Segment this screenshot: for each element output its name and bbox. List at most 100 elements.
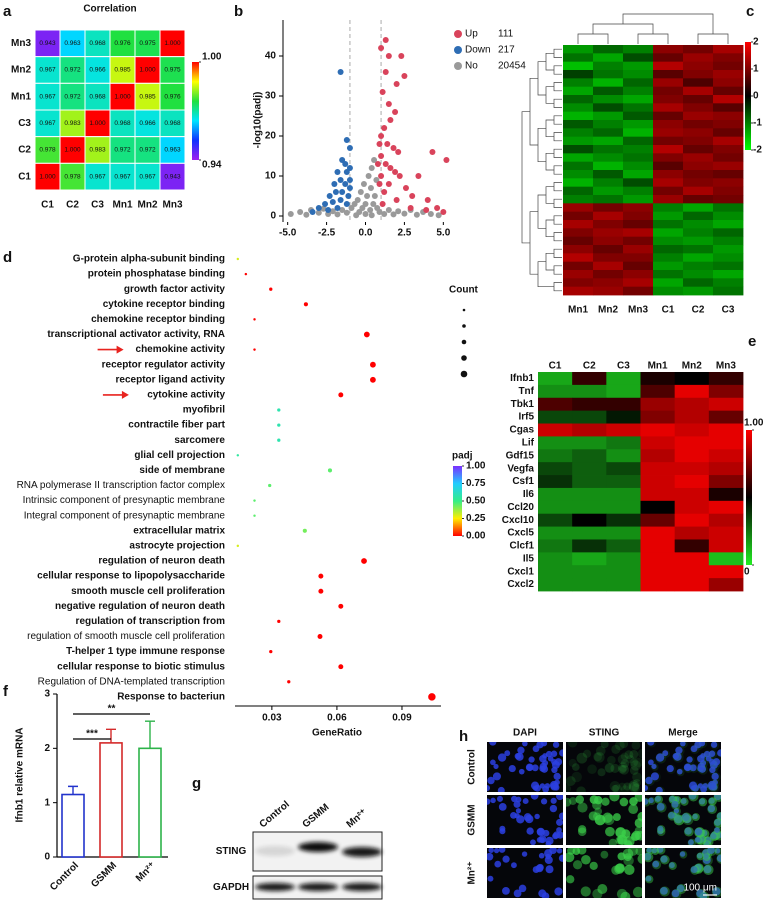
nucleus: [487, 798, 491, 805]
nucleus: [675, 746, 683, 754]
point: [434, 205, 441, 211]
nucleus: [554, 887, 563, 896]
sting-signal: [634, 826, 642, 835]
nucleus: [525, 763, 534, 772]
heatmap-cell: [593, 78, 624, 88]
heatmap-cell: [674, 372, 710, 386]
sting-signal: [615, 836, 624, 845]
sting-signal: [673, 807, 682, 816]
bubble: [269, 287, 273, 291]
heatmap-cell: [713, 203, 744, 213]
significance-label: **: [108, 704, 116, 715]
heatmap-cell: [713, 145, 744, 154]
colorbar-label: 0.50: [466, 496, 486, 507]
micrograph: [566, 742, 642, 792]
bubble: [277, 423, 281, 427]
blot-band: [342, 883, 382, 891]
heatmap-cell: [653, 178, 684, 188]
panel-letter: d: [3, 249, 12, 266]
heatmap-cell: [653, 211, 684, 221]
nucleus: [493, 763, 499, 770]
point: [396, 173, 403, 179]
heatmap-cell: [563, 145, 594, 154]
legend-count: 111: [498, 29, 514, 40]
point: [409, 193, 416, 199]
heatmap-cell: [653, 86, 684, 96]
heatmap-cell: [593, 111, 624, 121]
cell-label: 0.985: [114, 67, 131, 74]
heatmap-cell: [713, 220, 744, 229]
column-label: C2: [583, 361, 596, 372]
micrograph: [645, 848, 721, 898]
heatmap-cell: [640, 397, 676, 412]
row-label: Cgas: [510, 425, 535, 436]
sting-signal: [571, 771, 582, 783]
heatmap-cell: [640, 372, 676, 386]
heatmap-cell: [623, 203, 654, 213]
heatmap-cell: [109, 109, 136, 138]
sting-signal: [645, 784, 651, 792]
heatmap-cell: [623, 253, 654, 263]
bubble: [268, 483, 272, 488]
heatmap-cell: [593, 236, 624, 246]
heatmap-cell: [653, 145, 684, 154]
sting-signal: [620, 752, 629, 761]
legend-label: Up: [465, 29, 478, 40]
nucleus: [513, 889, 522, 898]
sting-signal: [580, 886, 591, 897]
heatmap-cell: [563, 61, 594, 71]
nucleus: [494, 860, 502, 868]
dendrogram-branch: [545, 52, 554, 71]
sting-signal: [620, 785, 630, 792]
heatmap-cell: [538, 475, 573, 489]
sting-signal: [716, 748, 721, 759]
y-tick-label: 10: [265, 171, 277, 182]
heatmap-cell: [683, 245, 714, 254]
nucleus: [526, 827, 534, 835]
point: [329, 208, 336, 215]
nucleus: [662, 750, 669, 757]
heatmap-cell: [674, 397, 710, 412]
heatmap-cell: [708, 397, 744, 412]
column-title: Merge: [668, 728, 698, 739]
heatmap-cell: [593, 120, 624, 129]
heatmap-cell: [713, 153, 744, 163]
row-label: Clcf1: [510, 541, 535, 552]
dendrogram-branch: [529, 77, 538, 146]
heatmap-cell: [623, 103, 654, 113]
sting-signal: [651, 860, 662, 870]
heatmap-cell: [593, 53, 624, 63]
sting-signal: [589, 861, 598, 870]
nucleus: [676, 768, 683, 775]
nucleus: [517, 746, 525, 754]
bar: [138, 747, 162, 858]
term-label: astrocyte projection: [129, 541, 225, 552]
heatmap-cell: [593, 161, 624, 171]
heatmap-cell: [653, 186, 684, 196]
heatmap-cell: [159, 82, 186, 111]
heatmap-cell: [572, 423, 607, 437]
heatmap-cell: [563, 228, 594, 238]
nucleus: [549, 848, 557, 855]
highlight-arrowhead: [116, 345, 124, 354]
point: [401, 73, 408, 79]
dendrogram-branch: [622, 13, 714, 34]
heatmap-cell: [713, 45, 744, 54]
point: [413, 211, 420, 218]
heatmap-cell: [563, 245, 594, 254]
heatmap-cell: [606, 372, 641, 386]
heatmap-cell: [593, 203, 624, 213]
sting-signal: [637, 748, 642, 759]
nucleus: [694, 837, 701, 843]
chart-title: Correlation: [83, 4, 136, 15]
heatmap-cell: [593, 261, 624, 271]
y-tick-label: 0: [44, 852, 50, 863]
heatmap-cell: [606, 410, 641, 424]
sting-signal: [582, 749, 592, 758]
heatmap-cell: [606, 397, 641, 412]
heatmap-cell: [683, 186, 714, 196]
heatmap-cell: [563, 270, 594, 279]
nucleus: [647, 742, 655, 746]
sting-signal: [615, 827, 625, 838]
heatmap-cell: [593, 170, 624, 179]
